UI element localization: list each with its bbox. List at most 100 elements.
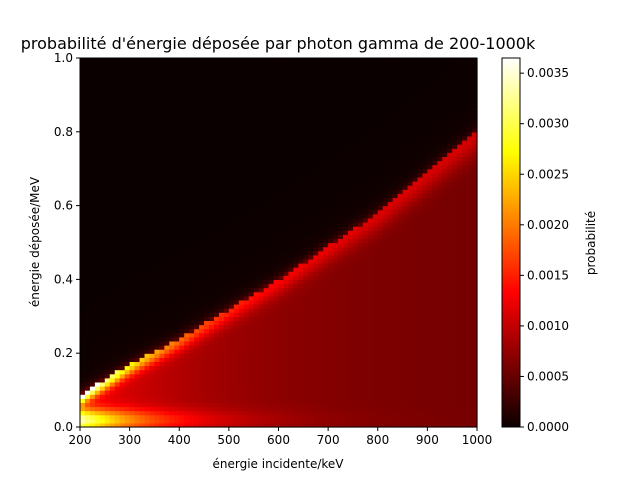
heatmap-cell [149, 222, 156, 227]
heatmap-cell [184, 254, 190, 260]
heatmap-cell [184, 140, 190, 145]
heatmap-cell [164, 390, 170, 395]
heatmap-cell [243, 402, 250, 408]
heatmap-cell [243, 185, 250, 190]
heatmap-cell [159, 99, 165, 104]
heatmap-cell [243, 213, 250, 219]
heatmap-cell [233, 332, 240, 338]
heatmap-cell [213, 422, 220, 428]
heatmap-cell [323, 267, 329, 272]
heatmap-cell [89, 99, 96, 104]
heatmap-cell [283, 119, 290, 125]
heatmap-cell [204, 140, 210, 145]
heatmap-cell [268, 295, 275, 301]
heatmap-cell [84, 103, 91, 108]
heatmap-cell [104, 295, 111, 301]
heatmap-cell [333, 119, 339, 125]
heatmap-cell [352, 390, 359, 395]
heatmap-cell [283, 332, 290, 338]
heatmap-cell [114, 152, 121, 157]
heatmap-cell [218, 263, 225, 268]
heatmap-cell [253, 324, 260, 330]
heatmap-cell [253, 361, 260, 367]
heatmap-cell [253, 242, 260, 248]
heatmap-cell [80, 111, 86, 116]
heatmap-cell [243, 295, 250, 301]
heatmap-cell [293, 74, 299, 80]
heatmap-cell [179, 131, 185, 137]
heatmap-cell [213, 62, 220, 67]
heatmap-cell [209, 168, 215, 174]
heatmap-cell [263, 279, 270, 285]
heatmap-cell [318, 316, 324, 321]
heatmap-cell [194, 402, 200, 408]
heatmap-cell [273, 316, 280, 321]
heatmap-cell [253, 148, 260, 153]
heatmap-cell [213, 90, 220, 96]
heatmap-cell [248, 144, 255, 149]
heatmap-cell [223, 267, 230, 272]
heatmap-cell [228, 82, 235, 88]
heatmap-cell [154, 238, 160, 244]
heatmap-cell [333, 160, 339, 166]
heatmap-cell [169, 58, 175, 63]
heatmap-cell [298, 226, 304, 231]
heatmap-cell [328, 279, 334, 285]
heatmap-cell [293, 304, 299, 309]
heatmap-cell [84, 94, 91, 100]
heatmap-cell [273, 135, 280, 141]
heatmap-cell [124, 127, 131, 133]
heatmap-cell [273, 217, 280, 223]
heatmap-cell [253, 172, 260, 178]
heatmap-cell [318, 164, 324, 170]
heatmap-cell [233, 295, 240, 301]
heatmap-cell [134, 390, 141, 395]
heatmap-cell [119, 410, 126, 416]
heatmap-cell [283, 418, 290, 424]
heatmap-cell [223, 295, 230, 301]
heatmap-cell [184, 332, 190, 338]
heatmap-cell [89, 369, 96, 375]
heatmap-cell [248, 164, 255, 170]
heatmap-cell [149, 111, 156, 116]
heatmap-cell [94, 373, 101, 379]
heatmap-cell [273, 254, 280, 260]
heatmap-cell [209, 78, 215, 84]
heatmap-cell [278, 140, 285, 145]
heatmap-cell [139, 176, 146, 182]
heatmap-cell [308, 144, 314, 149]
heatmap-cell [263, 324, 270, 330]
heatmap-cell [288, 197, 294, 203]
heatmap-cell [134, 127, 141, 133]
heatmap-cell [144, 275, 151, 280]
heatmap-cell [308, 119, 314, 125]
heatmap-cell [149, 291, 156, 297]
heatmap-cell [184, 90, 190, 96]
heatmap-cell [273, 168, 280, 174]
heatmap-cell [258, 213, 265, 219]
heatmap-cell [323, 291, 329, 297]
heatmap-cell [189, 287, 195, 293]
heatmap-cell [263, 394, 270, 399]
heatmap-cell [318, 410, 324, 416]
heatmap-cell [159, 361, 165, 367]
heatmap-cell [89, 271, 96, 276]
heatmap-cell [288, 58, 294, 63]
heatmap-cell [323, 324, 329, 330]
heatmap-cell [288, 160, 294, 166]
heatmap-cell [318, 242, 324, 248]
heatmap-cell [308, 222, 314, 227]
heatmap-cell [199, 82, 205, 88]
heatmap-cell [258, 168, 265, 174]
heatmap-cell [149, 246, 156, 252]
heatmap-cell [298, 103, 304, 108]
heatmap-cell [253, 254, 260, 260]
heatmap-cell [238, 353, 245, 358]
heatmap-cell [149, 345, 156, 350]
heatmap-cell [164, 275, 170, 280]
heatmap-cell [248, 402, 255, 408]
heatmap-cell [139, 308, 146, 313]
heatmap-cell [233, 287, 240, 293]
heatmap-cell [159, 127, 165, 133]
heatmap-cell [263, 295, 270, 301]
